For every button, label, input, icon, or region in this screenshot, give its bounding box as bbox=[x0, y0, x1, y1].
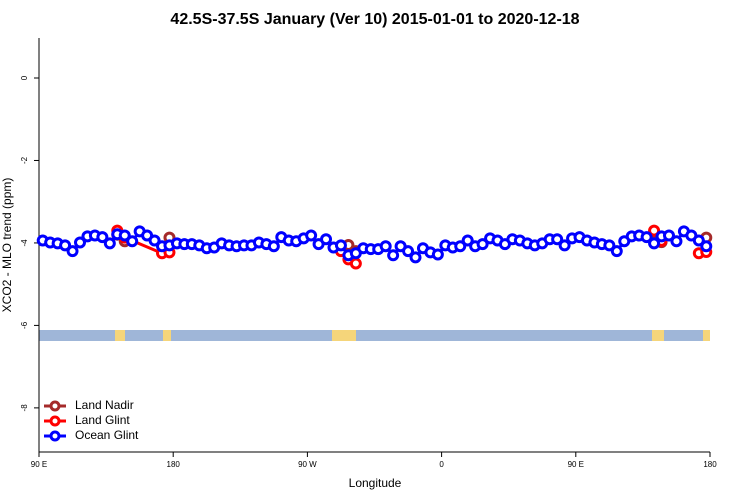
point bbox=[409, 251, 422, 264]
y-tick-label: -4 bbox=[20, 239, 29, 247]
point bbox=[558, 239, 571, 252]
y-tick-label: -2 bbox=[20, 156, 29, 164]
point bbox=[96, 231, 109, 244]
land-patch bbox=[652, 330, 664, 341]
legend-marker bbox=[49, 430, 61, 442]
ocean-strip bbox=[39, 330, 710, 341]
legend-marker bbox=[49, 415, 61, 427]
point bbox=[551, 233, 564, 246]
land-patch bbox=[332, 330, 356, 341]
point bbox=[431, 248, 444, 261]
y-tick-label: -6 bbox=[20, 321, 29, 329]
point bbox=[461, 234, 474, 247]
y-tick-label: 0 bbox=[20, 75, 29, 80]
point bbox=[305, 229, 318, 242]
x-tick-label: 90 E bbox=[568, 460, 584, 469]
point bbox=[648, 237, 661, 250]
point bbox=[692, 234, 705, 247]
point bbox=[640, 231, 653, 244]
point bbox=[126, 235, 139, 248]
point bbox=[59, 239, 72, 252]
point bbox=[603, 239, 616, 252]
point bbox=[349, 257, 362, 270]
x-axis-label: Longitude bbox=[349, 476, 402, 490]
point bbox=[648, 224, 661, 237]
point bbox=[402, 245, 415, 258]
point bbox=[66, 245, 79, 258]
land-ocean-strip bbox=[39, 330, 710, 341]
x-tick-label: 0 bbox=[439, 460, 444, 469]
point bbox=[387, 249, 400, 262]
point bbox=[476, 238, 489, 251]
legend-marker bbox=[49, 400, 61, 412]
point bbox=[700, 240, 713, 253]
point bbox=[379, 240, 392, 253]
point bbox=[662, 229, 675, 242]
land-patch bbox=[115, 330, 125, 341]
x-tick-label: 180 bbox=[167, 460, 181, 469]
point bbox=[320, 233, 333, 246]
point bbox=[670, 235, 683, 248]
land-patch bbox=[163, 330, 171, 341]
x-tick-label: 180 bbox=[703, 460, 717, 469]
y-axis-label: XCO2 - MLO trend (ppm) bbox=[0, 178, 14, 313]
point bbox=[454, 240, 467, 253]
point bbox=[610, 245, 623, 258]
land-patch bbox=[703, 330, 710, 341]
point bbox=[74, 236, 87, 249]
point bbox=[334, 239, 347, 252]
point bbox=[118, 229, 131, 242]
legend-label: Land Glint bbox=[75, 413, 130, 427]
point bbox=[103, 237, 116, 250]
legend-label: Land Nadir bbox=[75, 398, 134, 412]
chart-title: 42.5S-37.5S January (Ver 10) 2015-01-01 … bbox=[170, 11, 579, 28]
point bbox=[148, 234, 161, 247]
x-tick-label: 90 W bbox=[298, 460, 317, 469]
point bbox=[267, 240, 280, 253]
x-tick-label: 90 E bbox=[31, 460, 47, 469]
y-tick-label: -8 bbox=[20, 404, 29, 412]
legend-label: Ocean Glint bbox=[75, 428, 139, 442]
